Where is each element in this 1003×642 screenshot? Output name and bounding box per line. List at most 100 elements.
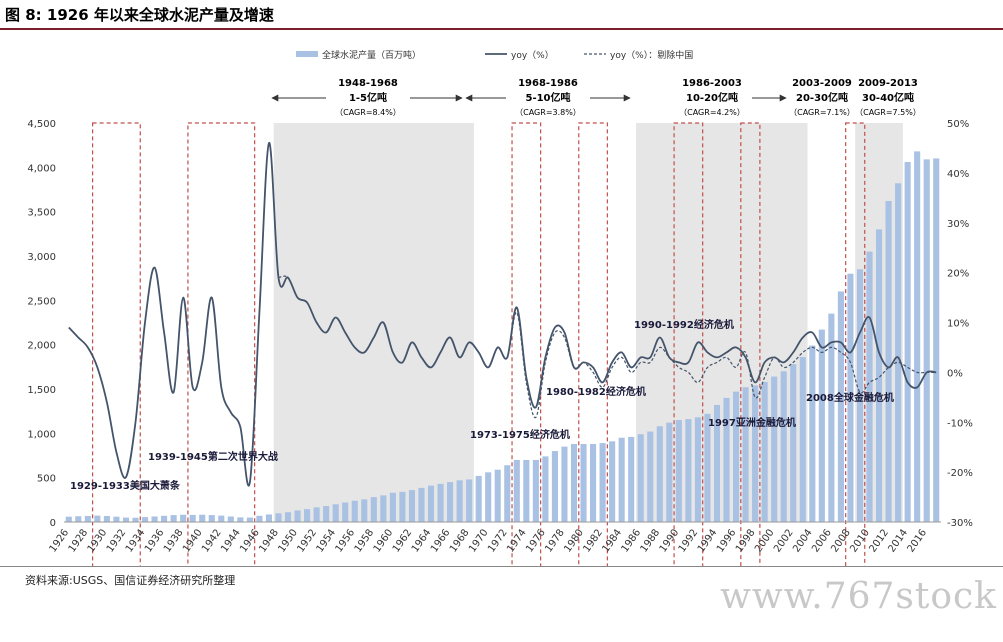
bar-1977: [551, 451, 558, 522]
bar-1976: [542, 456, 549, 522]
era-cagr: （CAGR=3.8%）: [515, 108, 581, 117]
crisis-box-2: [511, 122, 542, 566]
bar-1986: [637, 434, 644, 522]
bar-2016: [923, 159, 930, 522]
bar-2012: [885, 201, 892, 522]
x-tick: 1946: [238, 527, 262, 554]
era-annotations: 1948-1968 1-5亿吨 （CAGR=8.4%） 1968-1986 5-10亿吨…: [271, 78, 921, 117]
y-right-tick: 0%: [947, 368, 963, 379]
crisis-box-5: [740, 122, 761, 566]
bar-2008: [847, 273, 854, 522]
x-tick: 1968: [448, 527, 472, 554]
x-tick: 1982: [581, 527, 605, 554]
bar-1951: [304, 509, 311, 522]
x-tick: 1978: [543, 527, 567, 554]
x-tick: 1976: [524, 527, 548, 554]
x-tick: 2012: [867, 527, 891, 554]
bar-1945: [246, 517, 253, 522]
bar-series: [65, 151, 940, 523]
bar-1991: [685, 419, 692, 522]
x-tick: 2016: [906, 527, 930, 554]
x-tick: 1962: [391, 527, 415, 554]
bar-1953: [323, 506, 330, 522]
bar-2004: [809, 345, 816, 522]
bar-1931: [113, 516, 120, 522]
bar-1974: [523, 459, 530, 522]
bar-1962: [408, 490, 415, 522]
bar-1937: [170, 515, 177, 522]
cement-chart: 0 500 1,000 1,500 2,000 2,500 3,000 3,500 4,000 4…: [27, 49, 973, 566]
y-left-tick: 0: [50, 518, 56, 529]
x-tick: 1960: [372, 527, 396, 554]
bar-2015: [914, 151, 921, 522]
y-right-tick: 20%: [947, 269, 969, 280]
crisis-label: 1929-1933美国大萧条: [70, 479, 181, 492]
bar-1969: [475, 475, 482, 522]
bar-1970: [485, 472, 492, 522]
bar-1992: [694, 417, 701, 522]
crisis-label: 1939-1945第二次世界大战: [148, 450, 278, 463]
bar-2003: [799, 357, 806, 522]
bar-1952: [313, 507, 320, 522]
crisis-box-1: [187, 122, 256, 566]
crisis-label: 1997亚洲金融危机: [708, 416, 796, 429]
bar-1975: [532, 459, 539, 522]
bar-1938: [180, 514, 187, 522]
y-right-tick: -30%: [947, 518, 973, 529]
bar-1946: [256, 515, 263, 522]
bar-2011: [875, 229, 883, 522]
figure-title: 图 8: 1926 年以来全球水泥产量及增速: [5, 6, 274, 24]
x-tick: 1934: [124, 527, 148, 554]
bar-1958: [370, 497, 377, 522]
bar-1930: [103, 515, 110, 522]
era-years: 1986-2003: [682, 78, 742, 89]
bar-2000: [771, 376, 778, 522]
bar-2010: [866, 251, 873, 523]
era-range: 30-40亿吨: [862, 91, 914, 104]
x-tick: 2008: [829, 527, 853, 554]
era-range: 20-30亿吨: [796, 91, 848, 104]
x-tick: 1952: [295, 527, 319, 554]
bar-1979: [570, 443, 578, 522]
bar-1985: [628, 436, 635, 522]
bar-1955: [342, 502, 349, 522]
bar-1980: [580, 443, 587, 522]
crisis-label: 1990-1992经济危机: [634, 318, 734, 331]
era-years: 2003-2009: [792, 78, 852, 89]
bar-1998: [752, 385, 759, 522]
x-tick: 1974: [505, 527, 529, 554]
bar-1967: [456, 480, 463, 522]
x-tick: 1954: [315, 527, 339, 554]
line-series: [68, 142, 937, 487]
x-tick: 1940: [181, 527, 205, 554]
x-tick: 1998: [734, 527, 758, 554]
y-left-tick: 4,500: [27, 119, 56, 130]
x-tick: 1958: [353, 527, 377, 554]
bar-1942: [218, 515, 225, 522]
era-cagr: （CAGR=4.2%）: [679, 108, 745, 117]
bar-1928: [84, 515, 91, 522]
bar-1961: [399, 491, 406, 522]
bar-1956: [351, 500, 358, 522]
bar-1973: [513, 459, 520, 522]
x-tick: 1988: [639, 527, 663, 554]
bar-1971: [494, 469, 501, 522]
y-left-tick: 1,000: [27, 429, 56, 440]
bar-1995: [723, 397, 730, 522]
bar-2014: [904, 162, 911, 522]
x-tick: 1928: [67, 527, 91, 554]
legend: 全球水泥产量（百万吨） yoy（%） yoy（%）：剔除中国: [296, 49, 693, 61]
y-right-tick: 30%: [947, 219, 969, 230]
x-tick: 1970: [467, 527, 491, 554]
era-cagr: （CAGR=7.5%）: [855, 108, 921, 117]
x-tick: 1992: [677, 527, 701, 554]
x-tick: 1938: [162, 527, 186, 554]
era-range: 1-5亿吨: [349, 91, 387, 104]
crisis-box-0: [91, 122, 141, 566]
x-tick: 1980: [562, 527, 586, 554]
y-left-tick: 2,500: [27, 296, 56, 307]
y-left-tick: 3,500: [27, 208, 56, 219]
yoy-line: [68, 142, 937, 487]
bar-1993: [704, 413, 711, 522]
bar-1988: [656, 426, 663, 522]
